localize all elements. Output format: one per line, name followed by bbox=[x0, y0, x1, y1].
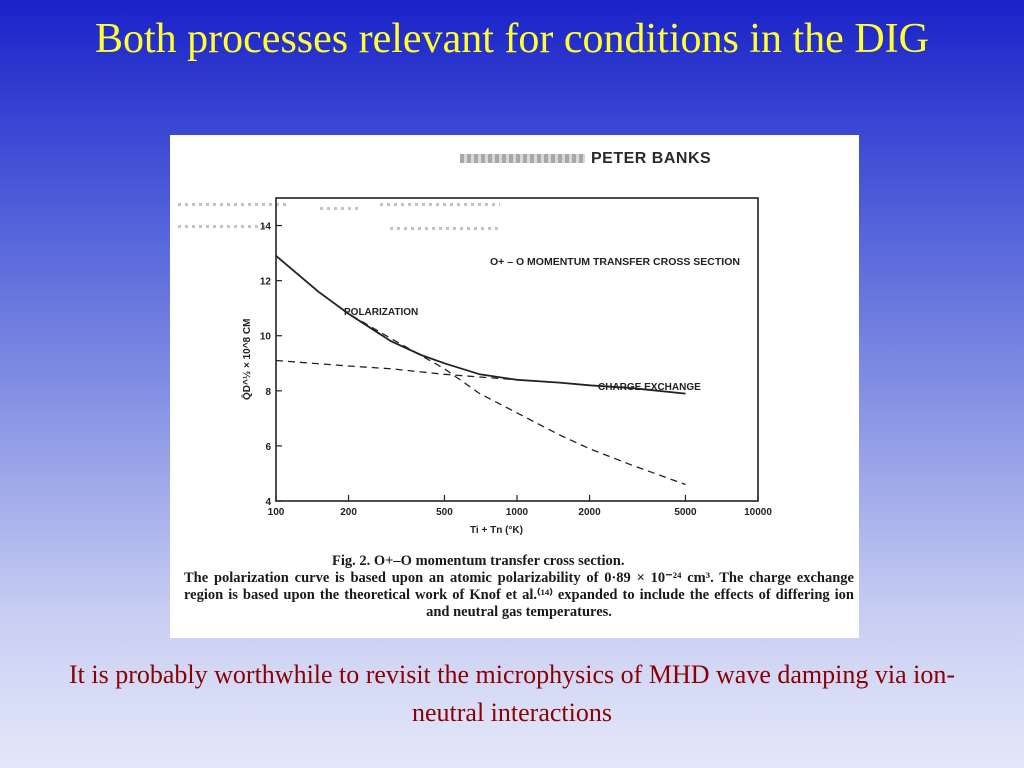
y-tick-label: 14 bbox=[260, 222, 272, 233]
series-label-charge-exchange: CHARGE EXCHANGE bbox=[598, 382, 701, 393]
scan-noise bbox=[380, 203, 500, 206]
cross-section-chart: 100 200 500 1000 2000 5000 10000 4 6 8 10 12 14 O+ … bbox=[241, 197, 772, 536]
smudged-text bbox=[460, 154, 585, 164]
page-header: PETER BANKS bbox=[460, 150, 711, 168]
figure-caption: Fig. 2. O+–O momentum transfer cross sec… bbox=[184, 553, 854, 621]
y-tick-label: 12 bbox=[260, 277, 272, 288]
series-label-polarization: POLARIZATION bbox=[344, 307, 418, 318]
series-line-charge-exchange bbox=[275, 359, 518, 381]
chart-title: O+ – O MOMENTUM TRANSFER CROSS SECTION bbox=[490, 256, 740, 268]
caption-body: The polarization curve is based upon an … bbox=[184, 570, 854, 620]
y-axis-ticks: 4 6 8 10 12 14 bbox=[260, 222, 282, 508]
y-tick-label: 4 bbox=[265, 497, 271, 508]
x-tick-label: 500 bbox=[436, 507, 453, 518]
y-tick-label: 10 bbox=[260, 332, 272, 343]
slide-footer: It is probably worthwhile to revisit the… bbox=[68, 660, 955, 727]
series-line-polarization bbox=[275, 255, 686, 486]
slide-title: Both processes relevant for conditions i… bbox=[95, 16, 929, 62]
x-axis-ticks: 100 200 500 1000 2000 5000 10000 bbox=[268, 495, 772, 518]
scan-noise bbox=[320, 207, 360, 210]
x-tick-label: 5000 bbox=[674, 507, 697, 518]
scan-noise bbox=[178, 203, 288, 206]
series-layer bbox=[275, 255, 686, 486]
plot-frame bbox=[275, 197, 759, 502]
scan-noise bbox=[390, 227, 500, 230]
y-tick-label: 8 bbox=[265, 387, 271, 398]
caption-title: Fig. 2. O+–O momentum transfer cross sec… bbox=[332, 553, 625, 569]
y-axis-label: Q̄D^½ × 10^8 CM bbox=[241, 319, 253, 400]
x-tick-label: 2000 bbox=[578, 507, 601, 518]
page-header-text: PETER BANKS bbox=[591, 150, 712, 167]
x-tick-label: 200 bbox=[340, 507, 357, 518]
scanned-figure: PETER BANKS 100 200 500 1000 2000 5000 10000 4… bbox=[170, 135, 859, 638]
x-tick-label: 1000 bbox=[506, 507, 529, 518]
x-axis-label: Ti + Tn (°K) bbox=[470, 525, 523, 536]
series-line-combined bbox=[275, 255, 686, 395]
scan-noise bbox=[178, 225, 268, 228]
y-tick-label: 6 bbox=[265, 442, 271, 453]
x-tick-label: 10000 bbox=[744, 507, 772, 518]
x-tick-label: 100 bbox=[268, 507, 285, 518]
